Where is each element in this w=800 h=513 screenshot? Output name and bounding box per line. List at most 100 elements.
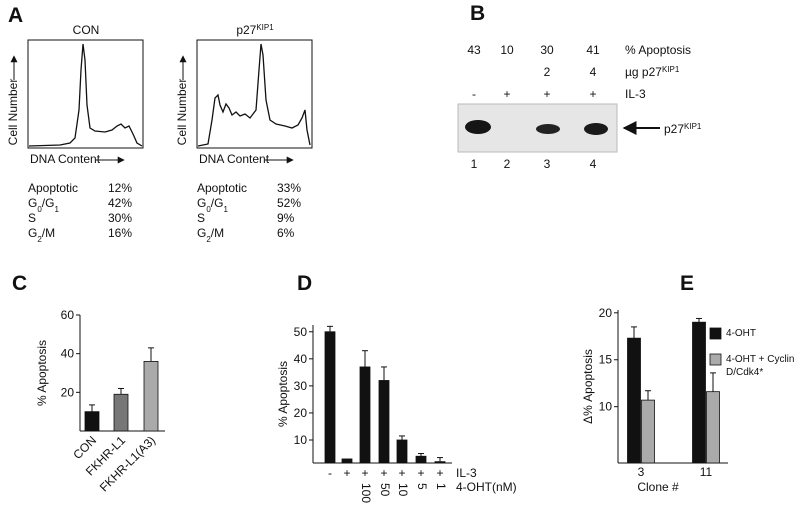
text-part: G <box>197 196 206 210</box>
histogram-frame <box>27 39 144 149</box>
stat-label: Apoptotic <box>197 181 247 195</box>
text-part: G <box>197 226 206 240</box>
bar <box>378 380 390 464</box>
x-row-label: 100 <box>359 483 373 503</box>
bar <box>324 331 336 464</box>
x-row-label: + <box>380 466 387 480</box>
stat-label: S <box>197 211 205 225</box>
apoptosis-value: 10 <box>500 43 514 57</box>
y-tick-label: 10 <box>294 433 308 447</box>
bar <box>341 458 353 464</box>
legend-label: 4-OHT + Cyclin D/Cdk4* <box>726 354 795 378</box>
x-row-name: 4-OHT(nM) <box>456 480 517 494</box>
text-part: KIP1 <box>256 23 274 32</box>
bar <box>359 366 371 464</box>
text-part: 0 <box>37 205 42 214</box>
blot-band <box>536 124 560 134</box>
bar <box>113 393 129 432</box>
lane-number: 3 <box>544 157 551 171</box>
x-axis-label: DNA Content <box>30 152 101 166</box>
text-part: Apoptotic <box>28 181 78 195</box>
histogram-trace <box>197 43 311 147</box>
stat-label: S <box>28 211 36 225</box>
il3-sign: + <box>589 87 596 101</box>
y-tick-label: 10 <box>599 400 613 414</box>
x-row-label: 5 <box>415 483 429 490</box>
stat-value: 16% <box>108 226 132 240</box>
text-part: 1 <box>54 205 59 214</box>
text-part: 2 <box>37 235 42 244</box>
stat-label: G0/G1 <box>28 196 59 214</box>
y-axis-label: Cell Number <box>6 79 20 146</box>
x-row-label: - <box>328 466 332 480</box>
y-tick-label: 40 <box>294 352 308 366</box>
x-row-label: 10 <box>396 483 410 497</box>
apoptosis-value: 30 <box>540 43 554 57</box>
text-part: 1 <box>223 205 228 214</box>
text-part: p27 <box>236 23 256 37</box>
text-part: /G <box>211 196 224 210</box>
x-row-label: + <box>343 466 350 480</box>
text-part: 2 <box>206 235 211 244</box>
apoptosis-value: 43 <box>467 43 481 57</box>
x-tick-label: 11 <box>700 465 713 479</box>
text-part: Apoptotic <box>197 181 247 195</box>
panel-letter: E <box>680 272 694 295</box>
y-axis-label: % Apoptosis <box>276 361 290 427</box>
apoptosis-value: 41 <box>586 43 600 57</box>
y-tick-label: 20 <box>61 385 75 399</box>
stat-label: G2/M <box>28 226 55 244</box>
histogram-title: p27KIP1 <box>236 23 274 38</box>
histogram-title: CON <box>73 23 100 37</box>
il3-sign: + <box>543 87 550 101</box>
x-row-label: 50 <box>378 483 392 497</box>
dose-value: 2 <box>544 65 551 79</box>
bar <box>143 360 159 432</box>
legend-label: 4-OHT <box>726 328 756 339</box>
x-row-name: IL-3 <box>456 466 477 480</box>
panel-letter: A <box>8 4 23 27</box>
y-tick-label: 40 <box>61 347 75 361</box>
x-tick-label: 3 <box>638 465 645 479</box>
y-axis-label: % Apoptosis <box>35 340 49 406</box>
legend-swatch <box>709 353 722 366</box>
bar <box>627 337 641 464</box>
stat-value: 12% <box>108 181 132 195</box>
y-tick-label: 30 <box>294 379 308 393</box>
stat-value: 9% <box>277 211 295 225</box>
lane-number: 2 <box>504 157 511 171</box>
histogram-frame <box>196 39 313 149</box>
stat-value: 30% <box>108 211 132 225</box>
blot-band <box>584 123 608 135</box>
dose-value: 4 <box>590 65 597 79</box>
blot-band <box>465 120 491 134</box>
x-row-label: + <box>436 466 443 480</box>
text-part: p27 <box>664 122 684 136</box>
y-axis-label: Cell Number <box>175 79 189 146</box>
y-tick-label: 50 <box>294 325 308 339</box>
stat-label: Apoptotic <box>28 181 78 195</box>
x-axis-label: Clone # <box>637 480 679 494</box>
bar <box>706 391 720 464</box>
bar <box>692 321 706 464</box>
text-part: /G <box>42 196 55 210</box>
x-row-label: + <box>361 466 368 480</box>
bar <box>641 399 655 464</box>
bar <box>396 439 408 464</box>
stat-label: G2/M <box>197 226 224 244</box>
x-axis-label: DNA Content <box>199 152 270 166</box>
histogram-trace <box>28 43 143 147</box>
lane-number: 1 <box>471 157 478 171</box>
legend-swatch <box>709 327 722 340</box>
y-tick-label: 15 <box>599 353 613 367</box>
il3-sign: + <box>503 87 510 101</box>
stat-value: 6% <box>277 226 295 240</box>
stat-value: 42% <box>108 196 132 210</box>
band-label: p27KIP1 <box>664 122 702 137</box>
lane-number: 4 <box>590 157 597 171</box>
text-part: S <box>28 211 36 225</box>
text-part: CON <box>73 23 100 37</box>
text-part: /M <box>211 226 224 240</box>
